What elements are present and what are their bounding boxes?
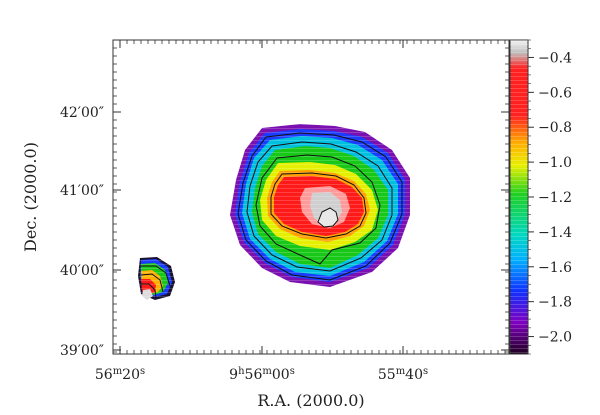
colorbar-tick-label: −0.6	[538, 85, 572, 101]
y-axis: 42′00″ 41′00″ 40′00″ 39′00″	[60, 47, 509, 359]
colorbar-ticks: −0.4 −0.6 −0.8 −1.0 −1.2 −1.4 −1.6 −1.8 −2.0	[528, 39, 572, 355]
colorbar-tick-label: −2.0	[538, 330, 572, 346]
x-tick-label: 55m40s	[378, 366, 428, 383]
colorbar-tick-label: −1.8	[538, 295, 572, 311]
x-axis-label: R.A. (2000.0)	[257, 391, 364, 410]
y-tick-label: 42′00″	[60, 105, 104, 121]
colorbar-scanlines	[510, 40, 528, 354]
y-tick-label: 39′00″	[60, 343, 104, 359]
y-axis-label: Dec. (2000.0)	[21, 142, 40, 252]
x-tick-label: 9h56m00s	[229, 366, 295, 383]
main-scanlines	[228, 122, 413, 290]
y-tick-label: 40′00″	[60, 263, 104, 279]
x-tick-label: 56m20s	[95, 366, 145, 383]
x-axis: 56m20s 9h56m00s 55m40s	[95, 40, 506, 383]
colorbar: −0.4 −0.6 −0.8 −1.0 −1.2 −1.4 −1.6 −1.8 −2.0	[509, 39, 572, 355]
main-contour-3	[255, 154, 381, 265]
secondary-scanlines	[138, 256, 176, 302]
colorbar-tick-label: −1.4	[538, 225, 572, 241]
secondary-contour-1	[141, 265, 171, 287]
main-contour-2	[246, 141, 393, 272]
main-contour-4	[270, 172, 367, 239]
colorbar-tick-label: −1.2	[538, 190, 572, 206]
main-source	[228, 122, 413, 290]
secondary-contour-3	[141, 283, 157, 299]
colorbar-tick-label: −1.0	[538, 155, 572, 171]
secondary-contour-2	[140, 273, 164, 293]
colorbar-tick-label: −1.6	[538, 260, 572, 276]
main-contour-peak	[317, 207, 339, 228]
colorbar-tick-label: −0.4	[538, 50, 572, 66]
y-tick-label: 41′00″	[60, 183, 104, 199]
secondary-source	[138, 256, 176, 302]
colorbar-tick-label: −0.8	[538, 120, 572, 136]
main-contour-1	[237, 132, 403, 281]
